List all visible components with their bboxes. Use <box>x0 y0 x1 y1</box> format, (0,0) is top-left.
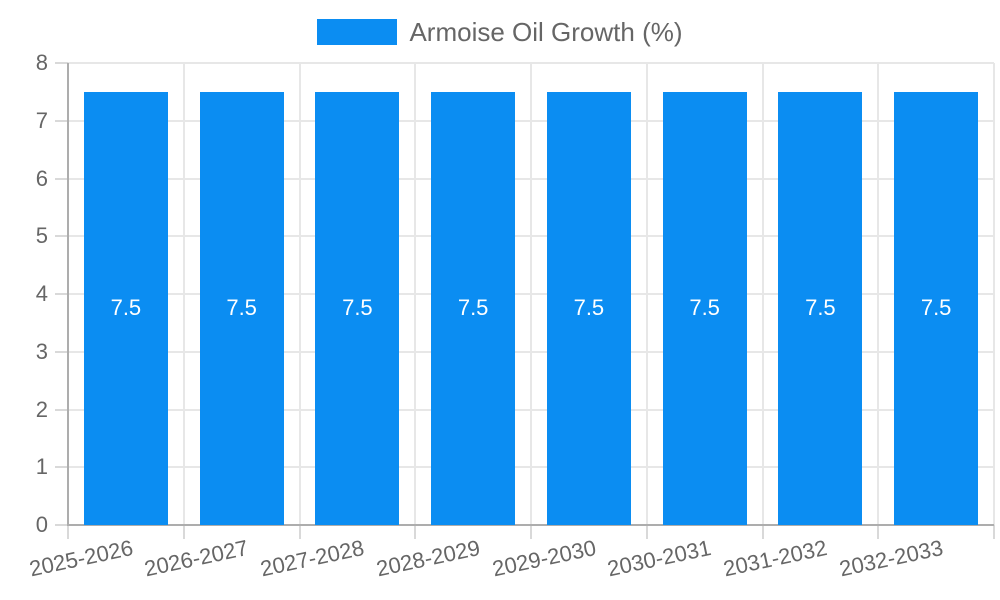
x-grid-line <box>182 63 185 525</box>
x-grid-line <box>877 63 880 525</box>
x-tick-label: 2031-2032 <box>721 535 830 582</box>
bar: 7.5 <box>315 91 400 525</box>
y-tick-mark <box>55 524 68 526</box>
x-tick-mark <box>761 525 764 539</box>
y-tick-label: 0 <box>35 512 48 537</box>
x-grid-line <box>298 63 301 525</box>
x-tick-mark <box>298 525 301 539</box>
legend-label: Armoise Oil Growth (%) <box>409 17 683 47</box>
x-grid-line <box>993 63 995 525</box>
y-tick-mark <box>55 350 68 353</box>
bar-value-label: 7.5 <box>805 295 836 321</box>
bar: 7.5 <box>894 91 979 525</box>
y-tick-mark <box>55 119 68 122</box>
bar-value-label: 7.5 <box>457 295 489 321</box>
x-tick-mark <box>67 525 69 539</box>
bar-value-label: 7.5 <box>226 295 257 321</box>
x-tick-mark <box>530 525 532 539</box>
bar: 7.5 <box>546 91 631 525</box>
y-tick-label: 3 <box>35 338 48 364</box>
bar-value-label: 7.5 <box>573 295 605 321</box>
x-tick-mark <box>182 525 185 539</box>
y-axis-line <box>67 63 69 525</box>
y-tick-label: 2 <box>35 396 48 422</box>
y-tick-mark <box>55 235 68 238</box>
y-tick-mark <box>55 177 68 180</box>
x-axis-line <box>67 524 994 526</box>
bar-value-label: 7.5 <box>689 295 720 321</box>
x-tick-mark <box>414 525 417 539</box>
x-tick-label: 2030-2031 <box>605 535 714 582</box>
x-grid-line <box>645 63 648 525</box>
bar: 7.5 <box>662 91 747 525</box>
x-grid-line <box>761 63 764 525</box>
bar: 7.5 <box>199 91 284 525</box>
bar-value-label: 7.5 <box>110 295 142 321</box>
y-tick-label: 7 <box>35 107 48 133</box>
y-tick-label: 6 <box>35 165 48 191</box>
bar-value-label: 7.5 <box>920 295 952 321</box>
x-tick-mark <box>877 525 880 539</box>
x-grid-line <box>530 63 532 525</box>
bar: 7.5 <box>83 91 168 525</box>
x-tick-mark <box>645 525 648 539</box>
x-tick-label: 2027-2028 <box>258 535 367 582</box>
y-tick-mark <box>55 62 68 64</box>
x-tick-label: 2028-2029 <box>373 535 483 582</box>
x-tick-label: 2032-2033 <box>836 535 946 582</box>
x-tick-label: 2025-2026 <box>26 535 135 582</box>
y-tick-mark <box>55 466 68 469</box>
bar-value-label: 7.5 <box>342 295 373 321</box>
x-grid-line <box>414 63 417 525</box>
y-tick-label: 1 <box>35 454 48 480</box>
x-tick-label: 2026-2027 <box>142 535 251 582</box>
bar: 7.5 <box>778 91 863 525</box>
y-tick-label: 5 <box>35 223 48 249</box>
y-tick-mark <box>55 293 68 295</box>
legend-swatch <box>317 19 398 45</box>
legend-item[interactable]: Armoise Oil Growth (%) <box>317 17 683 47</box>
x-tick-mark <box>993 525 995 539</box>
y-tick-label: 8 <box>35 50 48 75</box>
y-tick-label: 4 <box>35 281 48 306</box>
x-tick-label: 2029-2030 <box>489 535 598 582</box>
y-tick-mark <box>55 408 68 411</box>
bar: 7.5 <box>431 91 516 525</box>
legend: Armoise Oil Growth (%) <box>0 14 1000 50</box>
